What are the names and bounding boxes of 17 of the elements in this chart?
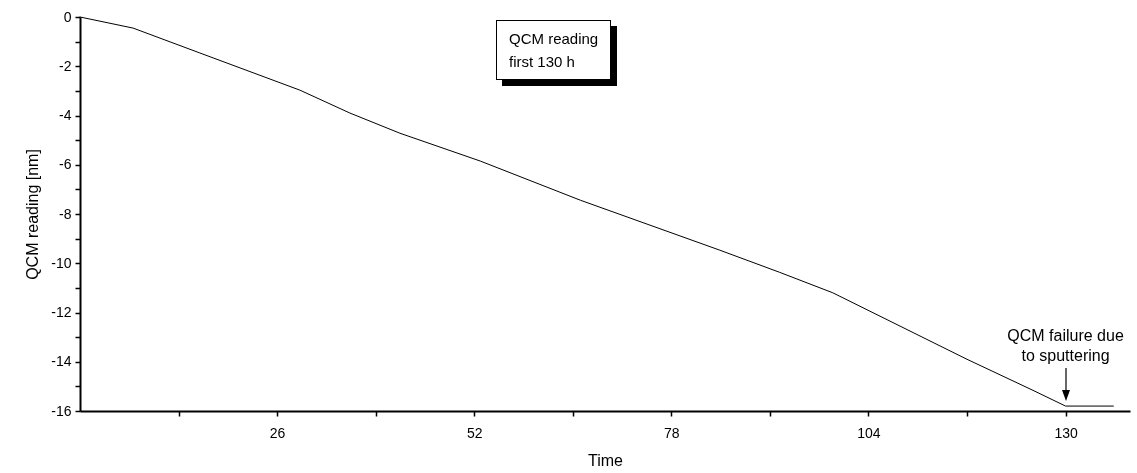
x-tick-label: 52 xyxy=(466,424,483,441)
y-tick-label: -2 xyxy=(59,57,72,74)
x-tick-label: 104 xyxy=(857,424,881,441)
y-tick-label: -12 xyxy=(51,304,72,320)
annotation: QCM failure due to sputtering xyxy=(1007,327,1124,365)
y-tick-label: -4 xyxy=(59,107,72,123)
y-tick-label: -10 xyxy=(51,254,72,271)
x-axis-title: Time xyxy=(588,451,624,469)
x-tick-label: 78 xyxy=(664,424,680,441)
x-tick-label: 26 xyxy=(269,424,286,441)
y-tick-label: -14 xyxy=(51,353,72,370)
y-tick-label: -6 xyxy=(59,156,72,173)
y-axis-title: QCM reading [nm] xyxy=(24,149,42,280)
x-tick-label: 130 xyxy=(1054,424,1078,441)
y-tick-label: -8 xyxy=(59,205,72,222)
y-tick-label: -16 xyxy=(51,402,72,419)
y-tick-label: 0 xyxy=(63,8,72,25)
